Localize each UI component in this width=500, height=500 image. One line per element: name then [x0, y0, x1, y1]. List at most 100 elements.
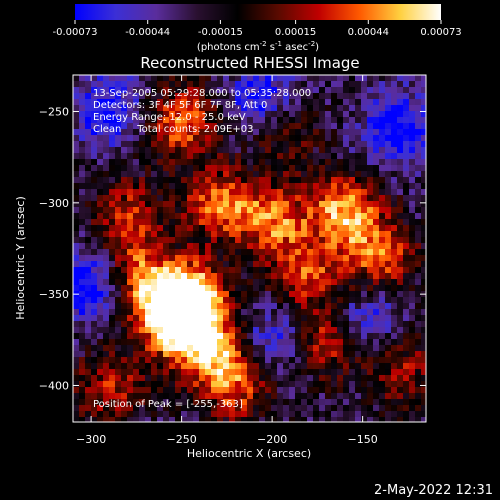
heatmap-cell [229, 75, 236, 82]
heatmap-cell [355, 363, 362, 370]
heatmap-cell [355, 165, 362, 172]
heatmap-cell [85, 357, 92, 364]
heatmap-cell [109, 177, 116, 184]
heatmap-cell [385, 207, 392, 214]
heatmap-cell [373, 255, 380, 262]
heatmap-cell [247, 273, 254, 280]
heatmap-cell [421, 261, 426, 268]
heatmap-cell [397, 285, 404, 292]
heatmap-cell [415, 225, 422, 232]
heatmap-cell [157, 231, 164, 238]
colorbar-tick-label: 0.00073 [420, 27, 461, 38]
heatmap-cell [223, 411, 230, 418]
heatmap-cell [301, 309, 308, 316]
heatmap-cell [283, 285, 290, 292]
heatmap-cell [265, 129, 272, 136]
heatmap-cell [385, 123, 392, 130]
heatmap-cell [211, 387, 218, 394]
heatmap-cell [349, 267, 356, 274]
heatmap-cell [409, 357, 416, 364]
heatmap-cell [229, 405, 236, 412]
heatmap-cell [121, 201, 128, 208]
heatmap-cell [397, 207, 404, 214]
heatmap-cell [247, 99, 254, 106]
heatmap-cell [85, 171, 92, 178]
heatmap-cell [121, 117, 128, 124]
heatmap-cell [121, 237, 128, 244]
heatmap-cell [217, 297, 224, 304]
heatmap-cell [115, 219, 122, 226]
heatmap-cell [271, 225, 278, 232]
heatmap-cell [289, 99, 296, 106]
heatmap-cell [325, 315, 332, 322]
heatmap-cell [115, 129, 122, 136]
heatmap-cell [91, 393, 98, 400]
heatmap-cell [91, 207, 98, 214]
heatmap-cell [79, 399, 86, 406]
heatmap-cell [367, 225, 374, 232]
heatmap-cell [127, 201, 134, 208]
heatmap-cell [325, 303, 332, 310]
heatmap-cell [289, 147, 296, 154]
heatmap-cell [217, 381, 224, 388]
heatmap-cell [313, 363, 320, 370]
heatmap-cell [397, 321, 404, 328]
heatmap-cell [169, 357, 176, 364]
heatmap-cell [163, 333, 170, 340]
heatmap-cell [121, 105, 128, 112]
heatmap-cell [217, 369, 224, 376]
heatmap-cell [151, 267, 158, 274]
heatmap-cell [241, 213, 248, 220]
heatmap-cell [361, 309, 368, 316]
heatmap-cell [271, 321, 278, 328]
heatmap-cell [289, 123, 296, 130]
heatmap-cell [367, 303, 374, 310]
heatmap-cell [343, 339, 350, 346]
heatmap-cell [163, 309, 170, 316]
heatmap-cell [139, 267, 146, 274]
heatmap-cell [241, 93, 248, 100]
heatmap-cell [355, 177, 362, 184]
heatmap-cell [163, 369, 170, 376]
heatmap-cell [355, 291, 362, 298]
heatmap-cell [271, 411, 278, 418]
heatmap-cell [349, 165, 356, 172]
heatmap-cell [247, 177, 254, 184]
heatmap-cell [115, 345, 122, 352]
heatmap-cell [253, 213, 260, 220]
heatmap-cell [127, 255, 134, 262]
heatmap-cell [181, 99, 188, 106]
heatmap-cell [97, 303, 104, 310]
heatmap-cell [391, 183, 398, 190]
heatmap-cell [211, 75, 218, 82]
heatmap-cell [163, 81, 170, 88]
heatmap-cell [169, 381, 176, 388]
heatmap-cell [343, 153, 350, 160]
heatmap-cell [301, 321, 308, 328]
heatmap-cell [355, 309, 362, 316]
heatmap-cell [253, 291, 260, 298]
heatmap-cell [97, 285, 104, 292]
heatmap-cell [325, 309, 332, 316]
heatmap-cell [205, 219, 212, 226]
heatmap-cell [307, 279, 314, 286]
heatmap-cell [403, 111, 410, 118]
heatmap-cell [385, 315, 392, 322]
heatmap-cell [253, 333, 260, 340]
heatmap-cell [301, 261, 308, 268]
heatmap-cell [229, 369, 236, 376]
heatmap-cell [193, 99, 200, 106]
heatmap-cell [403, 225, 410, 232]
heatmap-cell [391, 171, 398, 178]
heatmap-cell [217, 327, 224, 334]
heatmap-cell [361, 207, 368, 214]
heatmap-cell [295, 195, 302, 202]
heatmap-cell [217, 357, 224, 364]
heatmap-cell [409, 243, 416, 250]
heatmap-cell [103, 189, 110, 196]
heatmap-cell [265, 345, 272, 352]
heatmap-cell [229, 297, 236, 304]
heatmap-cell [361, 117, 368, 124]
heatmap-cell [367, 291, 374, 298]
heatmap-cell [157, 207, 164, 214]
